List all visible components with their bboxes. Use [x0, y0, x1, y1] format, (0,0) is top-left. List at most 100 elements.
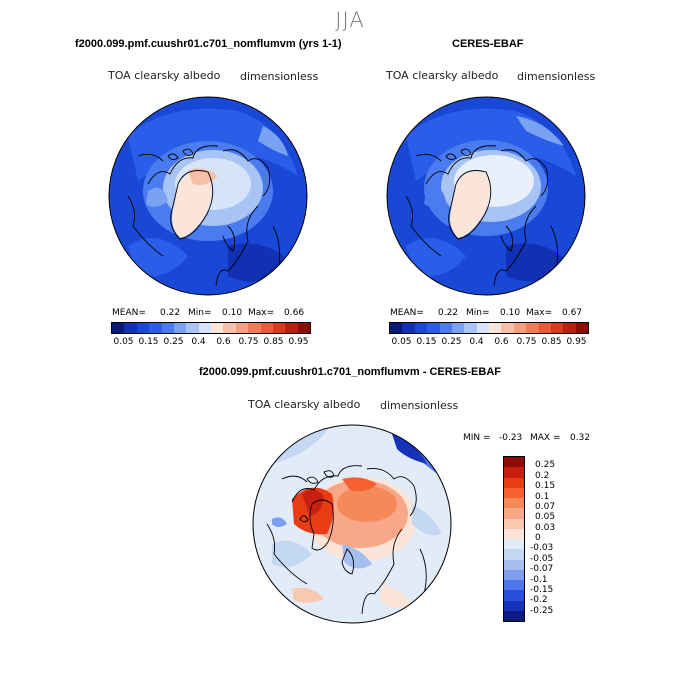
model-colorbar-tick-label: 0.75: [238, 337, 259, 347]
season-title: JJA: [335, 8, 365, 32]
diff-colorbar-swatch: [504, 539, 524, 550]
obs-colorbar-swatch: [526, 323, 539, 333]
obs-colorbar-tick-label: 0.75: [516, 337, 537, 347]
diff-colorbar-swatch: [504, 580, 524, 591]
diff-colorbar-tick-label: -0.25: [530, 605, 554, 616]
model-colorbar-ticks: 0.05 0.15 0.25 0.4 0.6 0.75 0.85 0.95: [111, 337, 311, 349]
obs-max-value: 0.67: [562, 308, 583, 318]
model-colorbar-swatch: [235, 323, 249, 333]
diff-panel-title: f2000.099.pmf.cuushr01.c701_nomflumvm - …: [199, 366, 501, 378]
diff-colorbar-ticks: 0.25 0.2 0.15 0.1 0.07 0.05 0.03 0 -0.03 -0.05 -0.…: [530, 456, 590, 622]
obs-panel-title: CERES-EBAF: [452, 38, 524, 50]
model-colorbar-tick-label: 0.6: [216, 337, 231, 347]
model-albedo-map: [108, 96, 308, 296]
model-colorbar-tick-label: 0.05: [113, 337, 134, 347]
obs-colorbar-tick-label: 0.95: [566, 337, 587, 347]
model-colorbar-tick-label: 0.4: [191, 337, 206, 347]
diff-colorbar: [503, 456, 525, 622]
diff-colorbar-swatch: [504, 610, 524, 621]
diff-colorbar-swatch: [504, 528, 524, 539]
diff-colorbar-tick-label: -0.07: [530, 564, 554, 575]
obs-colorbar-tick-label: 0.4: [469, 337, 484, 347]
obs-colorbar-swatch: [439, 323, 452, 333]
model-colorbar-swatch: [248, 323, 261, 333]
diff-max-label: MAX =: [530, 433, 561, 443]
diff-units-label: dimensionless: [380, 399, 459, 412]
diff-colorbar-swatch: [504, 457, 524, 468]
obs-colorbar-swatch: [563, 323, 576, 333]
diff-colorbar-tick-label: 0.2: [535, 470, 550, 481]
diff-min-label: MIN =: [463, 433, 491, 443]
diff-colorbar-tick-label: -0.05: [530, 553, 554, 564]
obs-colorbar-swatch: [390, 323, 403, 333]
model-min-value: 0.10: [222, 308, 243, 318]
diff-colorbar-swatch: [504, 467, 524, 478]
obs-colorbar-tick-label: 0.15: [416, 337, 437, 347]
obs-variable-label: TOA clearsky albedo: [386, 69, 499, 82]
diff-colorbar-tick-label: -0.2: [530, 595, 548, 606]
diff-colorbar-swatch: [504, 549, 524, 560]
diff-colorbar-swatch: [504, 508, 524, 519]
model-colorbar-tick-label: 0.25: [163, 337, 184, 347]
model-colorbar-swatch: [124, 323, 137, 333]
diff-colorbar-swatch: [504, 518, 524, 529]
model-colorbar-swatch: [297, 323, 310, 333]
obs-colorbar-swatch: [501, 323, 514, 333]
obs-colorbar-swatch: [451, 323, 465, 333]
model-colorbar-swatch: [211, 323, 224, 333]
model-colorbar-swatch: [198, 323, 211, 333]
diff-max-value: 0.32: [570, 433, 591, 443]
model-mean-label: MEAN=: [112, 308, 146, 318]
obs-colorbar-ticks: 0.05 0.15 0.25 0.4 0.6 0.75 0.85 0.95: [389, 337, 589, 349]
obs-mean-label: MEAN=: [390, 308, 424, 318]
obs-colorbar-swatch: [575, 323, 588, 333]
diff-colorbar-tick-label: 0.05: [535, 512, 556, 523]
obs-albedo-map: [386, 96, 586, 296]
diff-colorbar-tick-label: 0.25: [535, 460, 556, 471]
obs-colorbar-tick-label: 0.85: [541, 337, 562, 347]
diff-colorbar-tick-label: 0: [535, 533, 541, 543]
obs-max-label: Max=: [526, 308, 553, 318]
model-units-label: dimensionless: [240, 70, 319, 83]
model-max-label: Max=: [248, 308, 275, 318]
diff-colorbar-swatch: [504, 559, 524, 570]
model-colorbar-swatch: [112, 323, 125, 333]
model-mean-value: 0.22: [160, 308, 181, 318]
obs-colorbar-swatch: [476, 323, 489, 333]
model-colorbar-tick-label: 0.85: [263, 337, 284, 347]
obs-units-label: dimensionless: [517, 70, 596, 83]
obs-colorbar-tick-label: 0.05: [391, 337, 412, 347]
diff-albedo-map: [252, 424, 452, 624]
model-variable-label: TOA clearsky albedo: [108, 69, 221, 82]
obs-colorbar-tick-label: 0.25: [441, 337, 462, 347]
diff-colorbar-swatch: [504, 569, 524, 580]
model-colorbar-swatch: [161, 323, 174, 333]
diff-colorbar-tick-label: -0.1: [530, 574, 548, 585]
obs-mean-value: 0.22: [438, 308, 459, 318]
model-colorbar-tick-label: 0.15: [138, 337, 159, 347]
obs-colorbar-swatch: [538, 323, 551, 333]
model-min-label: Min=: [188, 308, 212, 318]
diff-colorbar-tick-label: 0.15: [535, 481, 556, 492]
obs-min-value: 0.10: [500, 308, 521, 318]
diff-colorbar-swatch: [504, 590, 524, 601]
diff-colorbar-swatch: [504, 487, 524, 498]
obs-colorbar-swatch: [402, 323, 415, 333]
model-colorbar-swatch: [260, 323, 273, 333]
model-colorbar-swatch: [136, 323, 150, 333]
obs-colorbar: [389, 322, 589, 334]
obs-colorbar-swatch: [550, 323, 564, 333]
diff-colorbar-swatch: [504, 477, 524, 488]
diff-colorbar-swatch: [504, 498, 524, 509]
model-colorbar-tick-label: 0.95: [288, 337, 309, 347]
model-panel-title: f2000.099.pmf.cuushr01.c701_nomflumvm (y…: [75, 38, 342, 50]
diff-colorbar-tick-label: -0.15: [530, 584, 554, 595]
obs-colorbar-swatch: [464, 323, 477, 333]
obs-colorbar-tick-label: 0.6: [494, 337, 509, 347]
obs-min-label: Min=: [466, 308, 490, 318]
obs-colorbar-swatch: [513, 323, 527, 333]
model-colorbar-swatch: [173, 323, 187, 333]
diff-colorbar-tick-label: 0.03: [535, 522, 556, 533]
model-colorbar: [111, 322, 311, 334]
diff-colorbar-swatch: [504, 600, 524, 611]
